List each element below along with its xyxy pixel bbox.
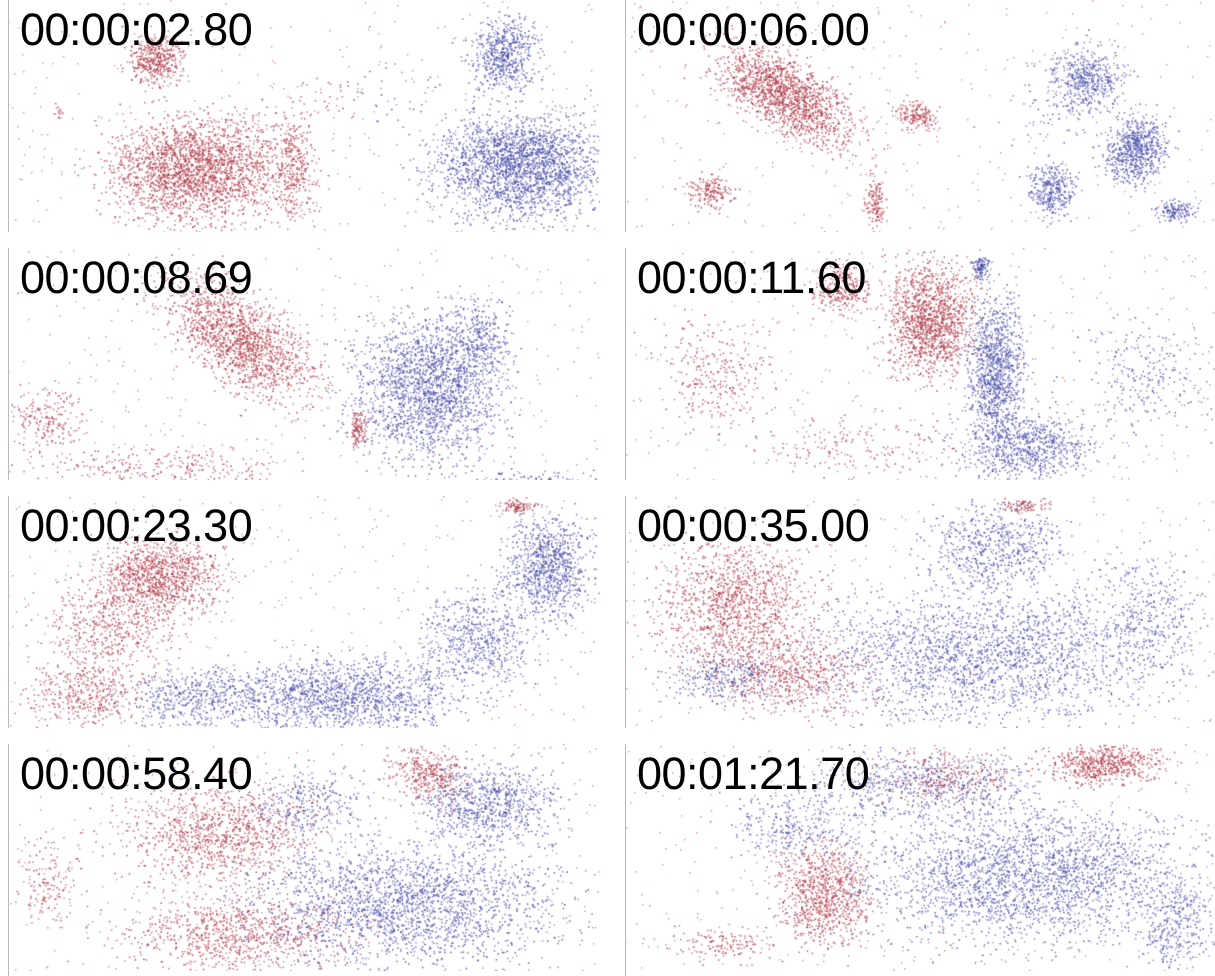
particle-field [8, 0, 600, 232]
frame-panel-4: 00:00:11.60 [625, 248, 1215, 480]
frame-panel-5: 00:00:23.30 [8, 496, 600, 728]
particle-field [8, 248, 600, 480]
panel-edge [625, 0, 626, 232]
frame-panel-6: 00:00:35.00 [625, 496, 1215, 728]
frame-timestamp: 00:00:02.80 [20, 4, 253, 55]
particle-field [8, 496, 600, 728]
frame-timestamp: 00:00:58.40 [20, 748, 253, 799]
particle-field [625, 496, 1215, 728]
frame-timestamp: 00:00:06.00 [637, 4, 870, 55]
frame-panel-1: 00:00:02.80 [8, 0, 600, 232]
frame-timestamp: 00:00:08.69 [20, 252, 253, 303]
frame-timestamp: 00:00:35.00 [637, 500, 870, 551]
panel-edge [8, 248, 9, 480]
particle-field [625, 248, 1215, 480]
frame-timestamp: 00:00:11.60 [637, 252, 866, 303]
frame-timestamp: 00:01:21.70 [637, 748, 870, 799]
frame-panel-2: 00:00:06.00 [625, 0, 1215, 232]
particle-field [625, 0, 1215, 232]
frame-panel-3: 00:00:08.69 [8, 248, 600, 480]
panel-edge [625, 248, 626, 480]
frame-panel-7: 00:00:58.40 [8, 744, 600, 976]
panel-edge [8, 744, 9, 976]
frame-panel-8: 00:01:21.70 [625, 744, 1215, 976]
particle-field [8, 744, 600, 971]
panel-edge [8, 496, 9, 728]
panel-edge [8, 0, 9, 232]
panel-edge [625, 496, 626, 728]
frame-timestamp: 00:00:23.30 [20, 500, 253, 551]
particle-field [625, 744, 1215, 971]
panel-edge [625, 744, 626, 976]
